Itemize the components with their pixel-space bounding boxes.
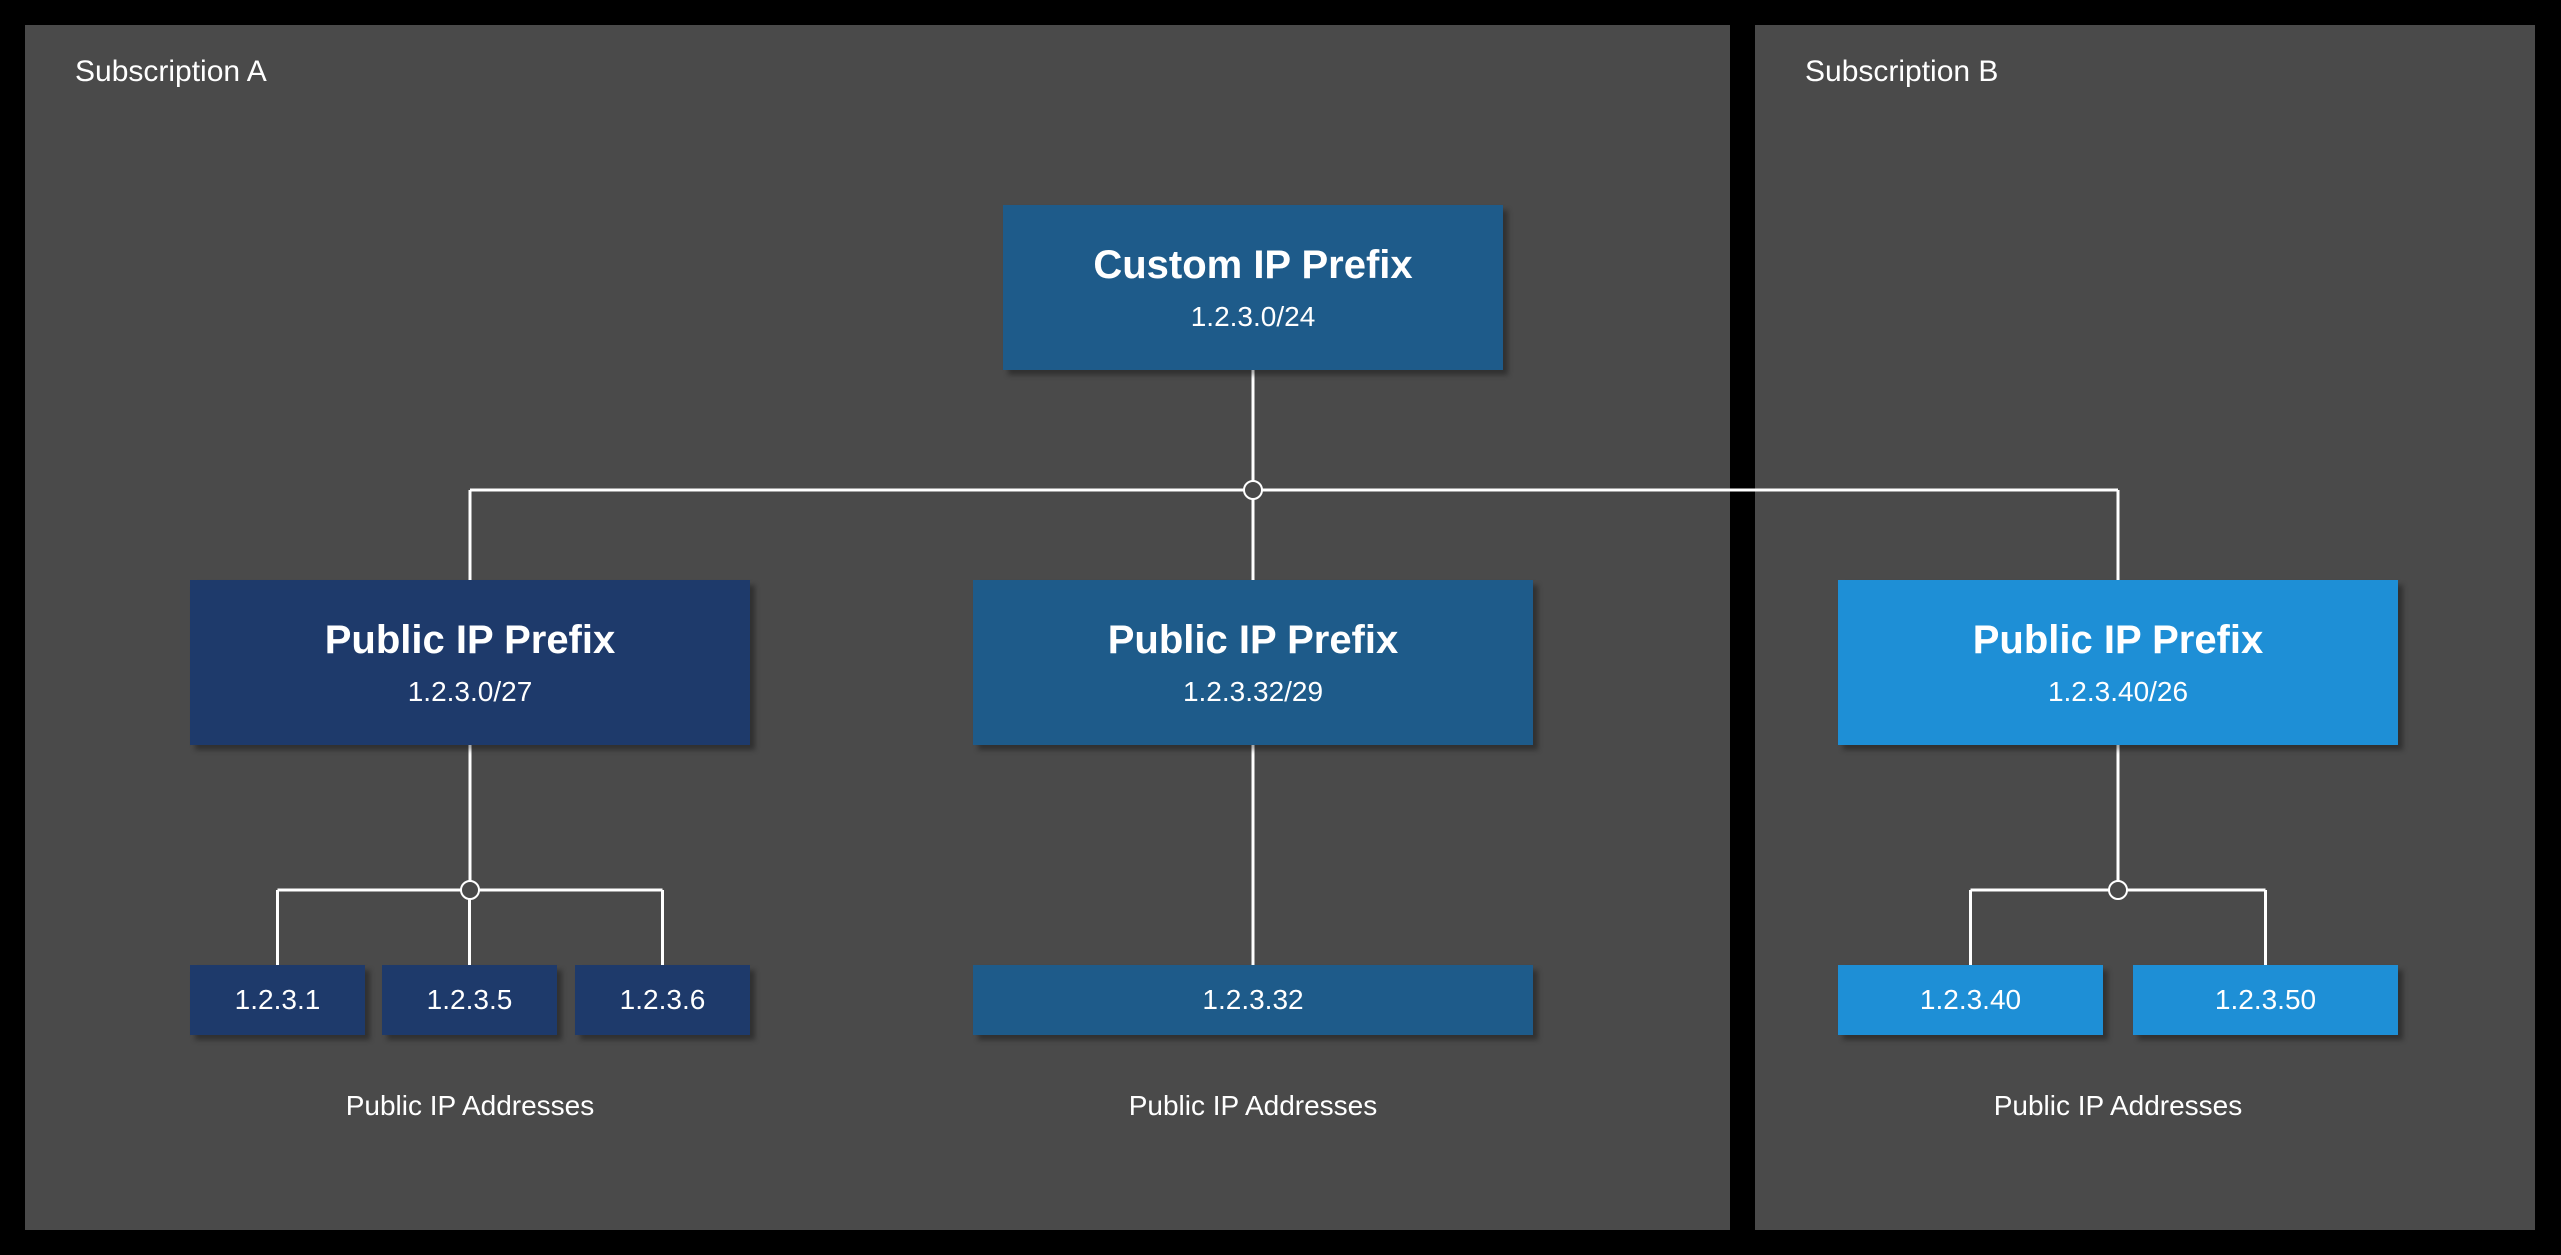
ip-address-node: 1.2.3.40 [1838, 965, 2103, 1035]
custom-ip-prefix-cidr: 1.2.3.0/24 [1003, 301, 1503, 333]
public-ip-addresses-caption-1: Public IP Addresses [190, 1090, 750, 1122]
ip-address-node: 1.2.3.6 [575, 965, 750, 1035]
public-ip-prefix-1-title: Public IP Prefix [190, 616, 750, 664]
ip-address-node: 1.2.3.5 [382, 965, 557, 1035]
public-ip-prefix-2-node: Public IP Prefix 1.2.3.32/29 [973, 580, 1533, 745]
public-ip-prefix-3-cidr: 1.2.3.40/26 [1838, 676, 2398, 708]
public-ip-prefix-2-cidr: 1.2.3.32/29 [973, 676, 1533, 708]
diagram-canvas: Subscription A Subscription B Custom IP … [0, 0, 2561, 1255]
public-ip-prefix-2-title: Public IP Prefix [973, 616, 1533, 664]
public-ip-prefix-3-node: Public IP Prefix 1.2.3.40/26 [1838, 580, 2398, 745]
subscription-b-title: Subscription B [1805, 55, 1998, 89]
custom-ip-prefix-title: Custom IP Prefix [1003, 241, 1503, 289]
public-ip-prefix-1-cidr: 1.2.3.0/27 [190, 676, 750, 708]
custom-ip-prefix-node: Custom IP Prefix 1.2.3.0/24 [1003, 205, 1503, 370]
public-ip-prefix-3-title: Public IP Prefix [1838, 616, 2398, 664]
ip-address-node: 1.2.3.1 [190, 965, 365, 1035]
public-ip-prefix-1-node: Public IP Prefix 1.2.3.0/27 [190, 580, 750, 745]
subscription-a-title: Subscription A [75, 55, 267, 89]
public-ip-addresses-caption-3: Public IP Addresses [1838, 1090, 2398, 1122]
public-ip-addresses-caption-2: Public IP Addresses [973, 1090, 1533, 1122]
ip-address-node: 1.2.3.50 [2133, 965, 2398, 1035]
ip-address-node: 1.2.3.32 [973, 965, 1533, 1035]
